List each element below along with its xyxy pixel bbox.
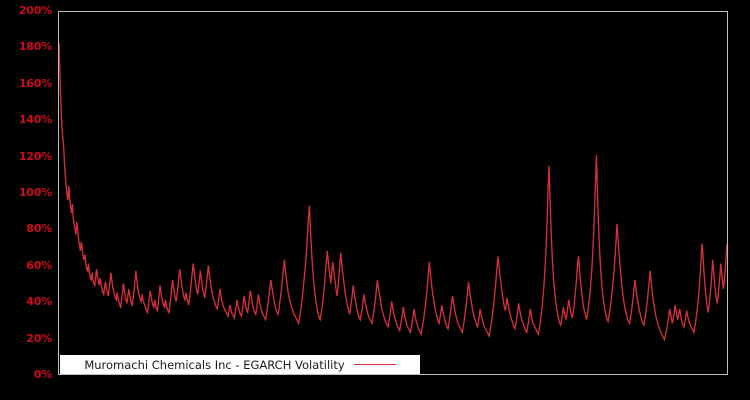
plot-clip xyxy=(59,12,727,374)
y-tick-label: 100% xyxy=(18,186,52,199)
plot-area xyxy=(58,11,728,375)
y-tick-label: 60% xyxy=(26,258,52,272)
y-tick-label: 40% xyxy=(26,295,52,309)
y-axis: 200% 180% 160% 140% 120% 100% 80% 60% 40% 20% 0% xyxy=(0,0,54,400)
legend: Muromachi Chemicals Inc - EGARCH Volatil… xyxy=(60,355,420,374)
y-tick-label: 0% xyxy=(33,368,52,381)
y-tick-label: 80% xyxy=(26,222,52,236)
series-line-egarch-volatility xyxy=(59,42,727,342)
y-tick-label: 20% xyxy=(26,331,52,345)
y-tick-label: 180% xyxy=(18,40,52,54)
y-tick-label: 160% xyxy=(18,76,52,90)
y-tick-label: 200% xyxy=(18,4,52,17)
legend-line-sample xyxy=(353,364,396,365)
legend-label: Muromachi Chemicals Inc - EGARCH Volatil… xyxy=(84,357,345,372)
y-tick-label: 140% xyxy=(18,113,52,127)
y-tick-label: 120% xyxy=(18,149,52,163)
volatility-series xyxy=(59,42,727,342)
